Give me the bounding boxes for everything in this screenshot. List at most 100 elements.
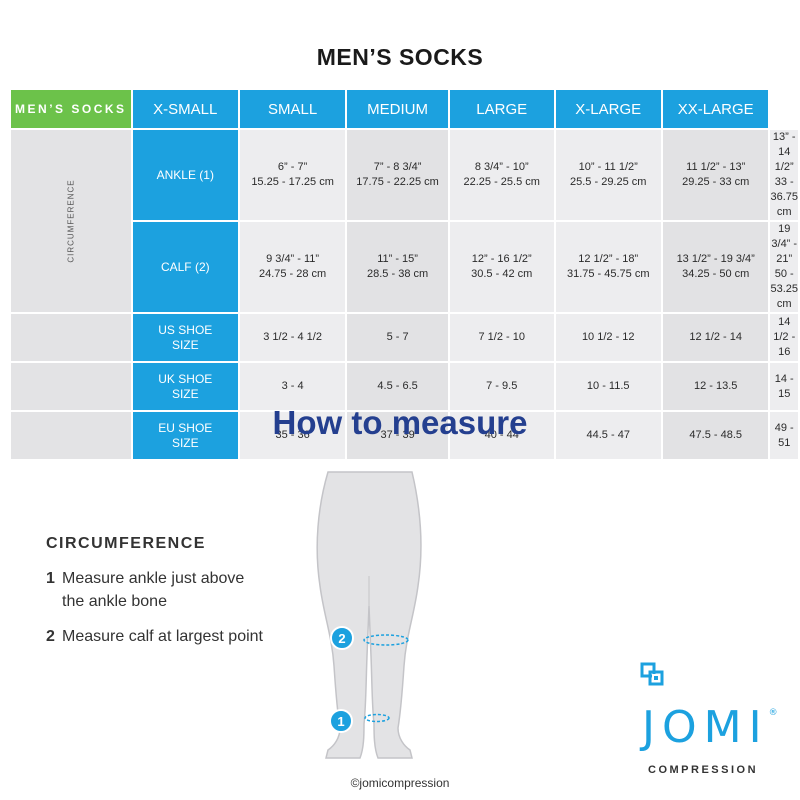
size-value-text: 29.25 - 33 cm <box>682 176 750 188</box>
size-value-cell: 10 1/2 - 12 <box>553 312 663 363</box>
jomi-logo-mark-icon <box>640 662 664 686</box>
size-value-cell: 5 - 7 <box>345 312 450 363</box>
size-value-text: 22.25 - 25.5 cm <box>463 176 540 188</box>
size-value-text: 3 1/2 - 4 1/2 <box>263 331 322 343</box>
size-value-text: 4.5 - 6.5 <box>377 380 418 392</box>
size-value-text: 7 1/2 - 10 <box>478 331 525 343</box>
size-chart-table: MEN’S SOCKS X-SMALL SMALL MEDIUM LARGE X… <box>9 88 800 461</box>
row-label-text: UK SHOE <box>158 371 213 386</box>
size-value-cell: 13 1/2” - 19 3/4” 34.25 - 50 cm <box>660 220 771 314</box>
size-value-cell: 8 3/4” - 10” 22.25 - 25.5 cm <box>447 128 556 222</box>
size-value-cell: 12 1/2 - 14 <box>660 312 771 363</box>
size-value-text: 5 - 7 <box>386 331 409 343</box>
size-value-text: 13” - 14 1/2” <box>772 131 796 173</box>
row-label-text: SIZE <box>171 337 199 352</box>
row-label-text: SIZE <box>171 386 199 401</box>
table-row: EU SHOE SIZE 35 - 36 37 - 39 40 - 44 44.5 - 4… <box>9 410 800 461</box>
size-value-cell: 47.5 - 48.5 <box>660 410 771 461</box>
empty-group-cell <box>9 312 133 363</box>
size-value-cell: 37 - 39 <box>345 410 450 461</box>
step-text-line: Measure ankle just above <box>62 570 245 587</box>
size-value-text: 14 1/2 - 16 <box>773 316 796 358</box>
step-text-line: the ankle bone <box>62 593 167 610</box>
size-value-text: 37 - 39 <box>380 429 415 441</box>
size-value-text: 34.25 - 50 cm <box>682 268 750 280</box>
empty-group-cell <box>9 361 133 412</box>
size-value-cell: 19 3/4” - 21” 50 - 53.25 cm <box>768 220 800 314</box>
size-value-text: 40 - 44 <box>484 429 519 441</box>
size-value-text: 49 - 51 <box>774 421 794 449</box>
row-label-cell: UK SHOE SIZE <box>130 361 240 412</box>
copyright-text: ©jomicompression <box>350 776 450 790</box>
circumference-vertical-label: CIRCUMFERENCE <box>66 179 76 263</box>
row-label-cell: EU SHOE SIZE <box>130 410 240 461</box>
size-value-text: 3 - 4 <box>281 380 304 392</box>
row-label-cell: ANKLE (1) <box>130 128 240 222</box>
step-number: 2 <box>46 628 55 645</box>
marker-1-label: 1 <box>337 714 344 729</box>
size-value-cell: 13” - 14 1/2” 33 - 36.75 cm <box>768 128 800 222</box>
page-title: MEN’S SOCKS <box>316 44 484 70</box>
size-value-cell: 3 - 4 <box>237 361 348 412</box>
size-value-text: 13 1/2” - 19 3/4” <box>676 253 755 265</box>
table-row: CALF (2) 9 3/4” - 11” 24.75 - 28 cm 11” - 1… <box>10 220 800 314</box>
size-header-small: SMALL <box>237 88 348 130</box>
size-value-text: 31.75 - 45.75 cm <box>566 268 650 280</box>
table-header-row: MEN’S SOCKS X-SMALL SMALL MEDIUM LARGE X… <box>9 88 799 130</box>
size-value-cell: 9 3/4” - 11” 24.75 - 28 cm <box>237 220 348 314</box>
size-value-text: 12 1/2 - 14 <box>689 331 742 343</box>
brand-header-cell: MEN’S SOCKS <box>9 88 133 130</box>
size-value-cell: 35 - 36 <box>237 410 348 461</box>
table-row: UK SHOE SIZE 3 - 4 4.5 - 6.5 7 - 9.5 10 - 11.… <box>9 361 800 412</box>
size-value-text: 44.5 - 47 <box>586 429 630 441</box>
size-header-xlarge: X-LARGE <box>553 88 663 130</box>
row-label-text: SIZE <box>171 435 199 450</box>
size-value-cell: 44.5 - 47 <box>553 410 663 461</box>
legs-silhouette <box>316 471 422 759</box>
size-value-cell: 7” - 8 3/4” 17.75 - 22.25 cm <box>345 128 450 222</box>
size-value-text: 8 3/4” - 10” <box>474 161 529 173</box>
size-value-cell: 12” - 16 1/2” 30.5 - 42 cm <box>447 220 556 314</box>
size-value-cell: 6” - 7” 15.25 - 17.25 cm <box>237 128 348 222</box>
size-value-cell: 3 1/2 - 4 1/2 <box>237 312 348 363</box>
size-value-cell: 14 1/2 - 16 <box>768 312 800 363</box>
size-value-text: 17.75 - 22.25 cm <box>356 176 439 188</box>
logo-word: JOMI <box>642 702 769 753</box>
marker-2-circle <box>330 626 354 650</box>
row-label-cell: CALF (2) <box>130 220 240 314</box>
size-value-cell: 11” - 15” 28.5 - 38 cm <box>345 220 450 314</box>
logo-wordmark: JOMI® <box>642 702 778 753</box>
size-value-text: 6” - 7” <box>277 161 308 173</box>
size-value-text: 11” - 15” <box>377 253 418 265</box>
how-to-measure-heading: How to measure <box>272 404 528 441</box>
size-value-text: 30.5 - 42 cm <box>471 268 533 280</box>
size-value-cell: 12 1/2” - 18” 31.75 - 45.75 cm <box>553 220 663 314</box>
size-value-text: 33 - 36.75 cm <box>770 176 798 218</box>
size-value-text: 9 3/4” - 11” <box>266 253 320 265</box>
size-value-text: 10 - 11.5 <box>586 380 630 392</box>
size-value-cell: 14 - 15 <box>768 361 800 412</box>
size-value-cell: 7 - 9.5 <box>447 361 556 412</box>
table-row: CIRCUMFERENCE ANKLE (1) 6” - 7” 15.25 - 17.… <box>9 128 800 314</box>
size-value-text: 25.5 - 29.25 cm <box>570 176 647 188</box>
size-value-text: 10” - 11 1/2” <box>578 161 638 173</box>
size-value-text: 35 - 36 <box>275 429 310 441</box>
size-value-text: 10 1/2 - 12 <box>581 331 635 343</box>
size-value-text: 12” - 16 1/2” <box>471 253 532 265</box>
logo-registered-mark: ® <box>768 708 778 718</box>
size-header-large: LARGE <box>447 88 556 130</box>
circumference-title: CIRCUMFERENCE <box>46 535 206 552</box>
calf-measure-line <box>363 634 409 646</box>
ankle-measure-line <box>364 713 390 723</box>
size-value-cell: 49 - 51 <box>768 410 800 461</box>
size-value-cell: 40 - 44 <box>447 410 556 461</box>
legs-illustration: 2 1 <box>316 471 422 759</box>
size-header-medium: MEDIUM <box>345 88 450 130</box>
size-value-cell: 12 - 13.5 <box>660 361 771 412</box>
size-value-text: 12 1/2” - 18” <box>578 253 639 265</box>
logo-subtitle: COMPRESSION <box>648 764 759 776</box>
size-value-cell: 4.5 - 6.5 <box>345 361 450 412</box>
size-header-xxlarge: XX-LARGE <box>660 88 771 130</box>
row-label-text: ANKLE (1) <box>156 167 214 182</box>
size-value-text: 19 3/4” - 21” <box>771 223 798 265</box>
